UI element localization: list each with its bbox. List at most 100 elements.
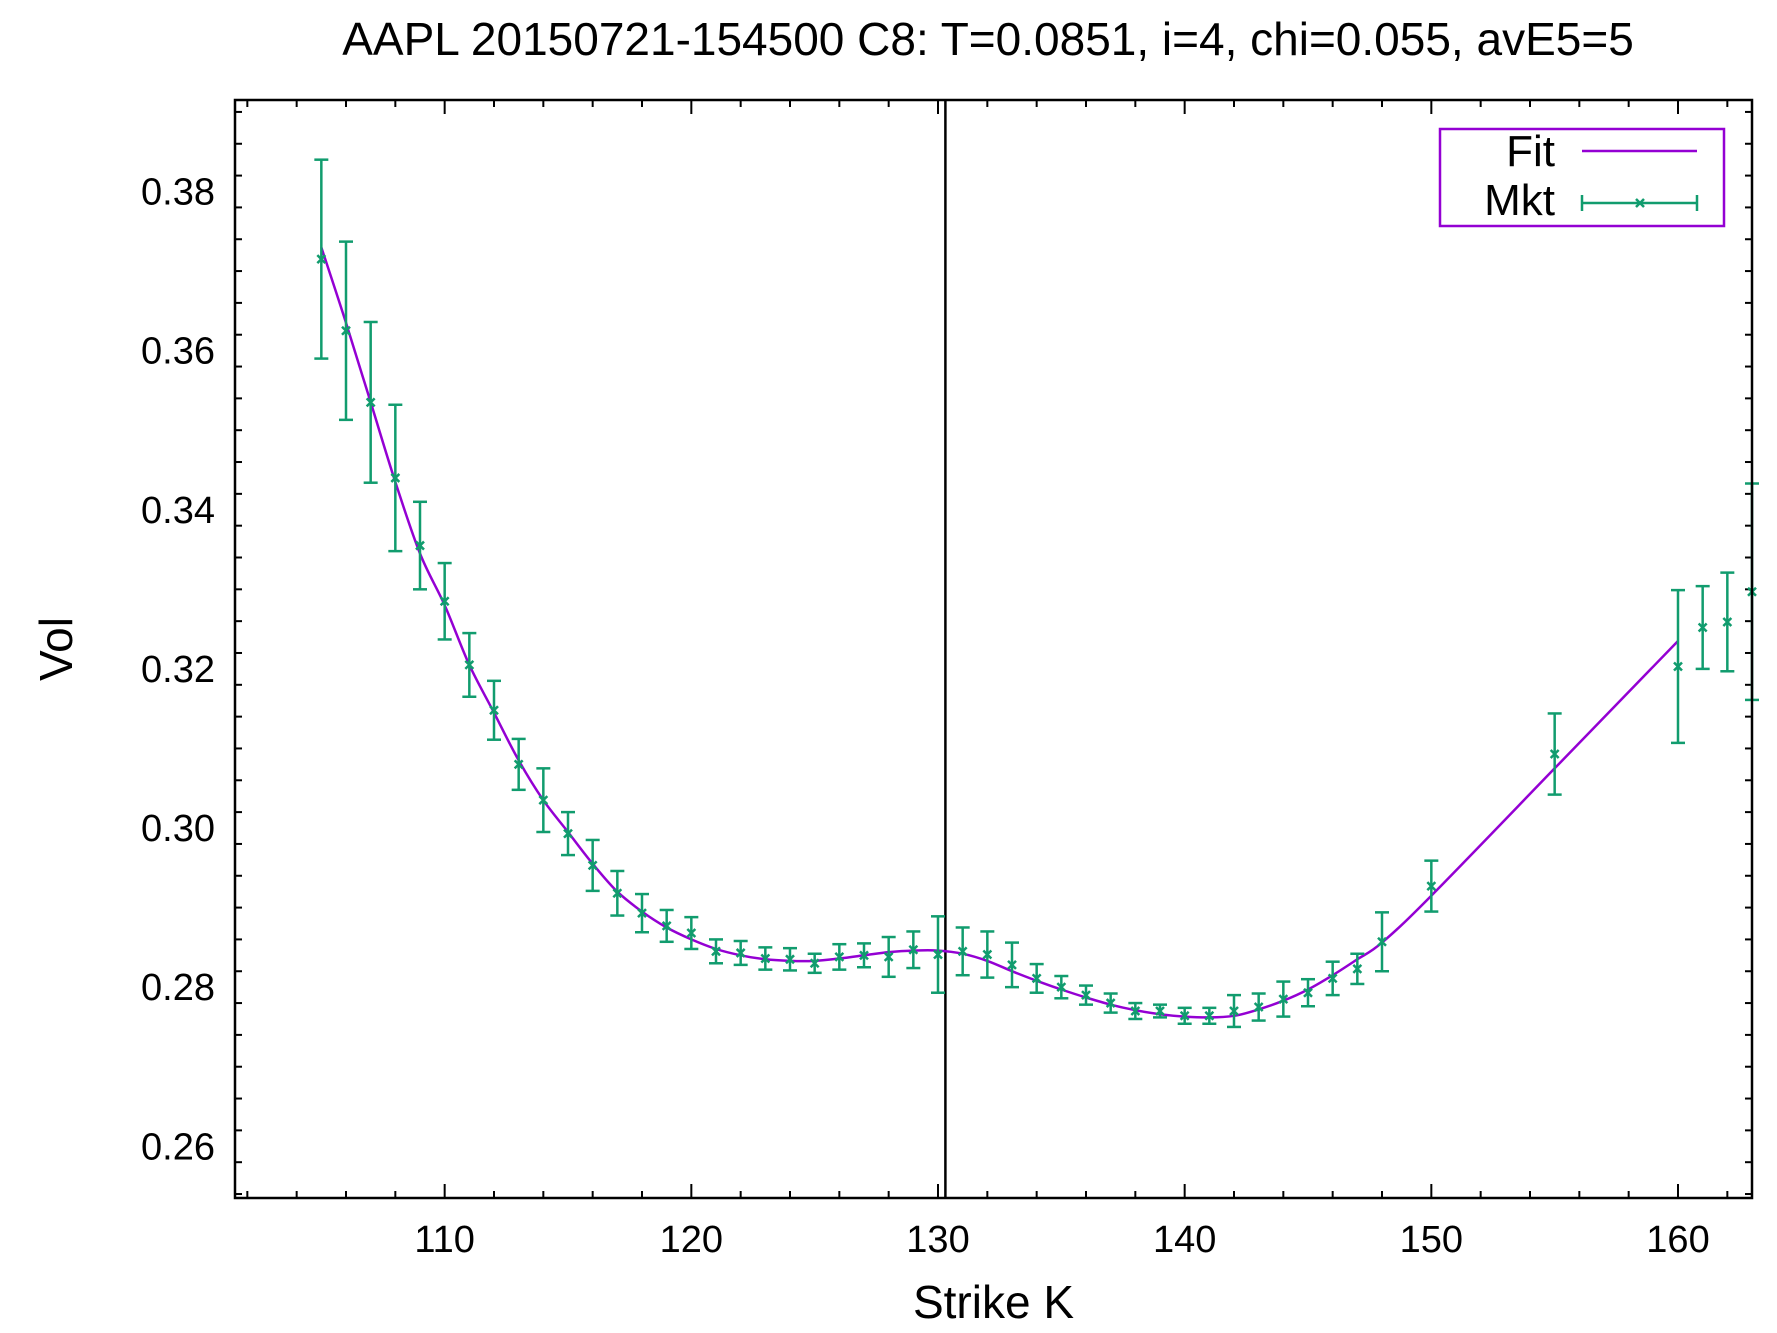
mkt-point	[314, 158, 329, 360]
legend: Fit Mkt	[1438, 127, 1726, 228]
mkt-point	[955, 926, 970, 977]
y-tick-label: 0.34	[141, 490, 215, 532]
mkt-point	[339, 240, 353, 422]
x-tick-label: 110	[414, 1219, 475, 1261]
mkt-point	[1202, 1006, 1217, 1026]
mkt-point	[1720, 571, 1735, 673]
point-marker	[1056, 982, 1067, 993]
mkt-point	[1325, 960, 1340, 997]
point-marker	[711, 946, 721, 957]
point-marker	[957, 946, 968, 957]
mkt-point	[1547, 712, 1562, 796]
mkt-point	[783, 946, 797, 972]
legend-label-fit: Fit	[1506, 127, 1555, 176]
point-marker	[1179, 1010, 1190, 1021]
point-marker	[1303, 987, 1313, 998]
mkt-point	[1177, 1006, 1192, 1026]
mkt-point	[1029, 962, 1044, 994]
y-tick-label: 0.32	[141, 649, 215, 691]
point-marker	[933, 949, 943, 960]
point-marker	[686, 928, 697, 938]
x-tick-label: 120	[660, 1219, 723, 1261]
mkt-point	[857, 942, 871, 969]
y-tick-label: 0.30	[141, 808, 215, 850]
point-marker	[785, 954, 795, 965]
y-tick-label: 0.26	[141, 1126, 215, 1168]
point-marker	[859, 950, 869, 961]
mkt-point	[536, 767, 551, 834]
mkt-point	[1695, 584, 1710, 671]
point-marker	[1278, 994, 1289, 1004]
point-marker	[1155, 1006, 1165, 1016]
mkt-point	[980, 930, 995, 979]
mkt-point	[585, 838, 600, 893]
point-marker	[415, 540, 425, 551]
point-marker	[489, 705, 499, 716]
point-marker	[538, 795, 549, 806]
point-marker	[1673, 661, 1683, 672]
mkt-point	[388, 403, 403, 553]
mkt-point	[363, 320, 378, 484]
point-marker	[563, 828, 573, 839]
mkt-point	[1054, 974, 1069, 1000]
point-marker	[760, 953, 771, 964]
point-marker	[1007, 959, 1017, 970]
mkt-point	[709, 938, 723, 965]
point-marker	[883, 952, 894, 962]
mkt-point	[758, 946, 773, 971]
point-marker	[661, 921, 672, 931]
fit-line	[320, 246, 1679, 1019]
legend-box	[1438, 127, 1726, 228]
point-marker	[316, 254, 327, 265]
point-marker	[834, 952, 845, 962]
y-tick-label: 0.28	[141, 967, 215, 1009]
point-marker	[1377, 936, 1387, 947]
point-marker	[1130, 1006, 1141, 1016]
point-marker	[982, 949, 993, 960]
x-tick-label: 160	[1646, 1219, 1709, 1261]
mkt-point	[1103, 992, 1118, 1014]
y-tick-label: 0.36	[141, 331, 215, 373]
point-marker	[735, 948, 746, 958]
mkt-point	[1227, 993, 1241, 1029]
mkt-point	[1128, 1001, 1143, 1021]
legend-label-mkt: Mkt	[1484, 176, 1555, 225]
point-marker	[809, 958, 820, 969]
point-marker	[1549, 749, 1560, 759]
mkt-point	[881, 935, 896, 979]
mkt-point	[511, 737, 526, 792]
mkt-series	[314, 158, 1759, 1029]
point-marker	[637, 908, 647, 919]
mkt-point	[931, 915, 945, 994]
mkt-point	[1079, 984, 1093, 1006]
x-tick-label: 140	[1153, 1219, 1216, 1261]
point-marker	[1426, 881, 1437, 891]
mkt-point	[1350, 952, 1365, 986]
mkt-point	[733, 939, 748, 967]
mkt-point	[1276, 980, 1291, 1018]
point-marker	[1253, 1002, 1264, 1012]
mkt-point	[1301, 977, 1315, 1008]
chart-title: AAPL 20150721-154500 C8: T=0.0851, i=4, …	[342, 13, 1634, 65]
x-tick-label: 150	[1400, 1219, 1463, 1261]
point-marker	[1081, 990, 1091, 1000]
point-marker	[587, 860, 598, 871]
mkt-point	[462, 631, 477, 698]
mkt-point	[610, 869, 625, 917]
mkt-point	[906, 930, 921, 970]
point-marker	[908, 944, 919, 955]
point-marker	[439, 596, 450, 607]
tick-labels: 110 120 130 140 150 160 0.26 0.28 0.30 0.32 0.34 0.…	[141, 172, 1710, 1262]
point-marker	[1105, 998, 1116, 1008]
point-marker	[1697, 622, 1708, 633]
point-marker	[1352, 963, 1363, 974]
mkt-point	[437, 561, 452, 641]
point-marker	[612, 888, 623, 899]
point-marker	[390, 473, 401, 483]
point-marker	[1327, 973, 1338, 984]
point-marker	[1031, 973, 1042, 984]
point-marker	[365, 397, 376, 408]
mkt-point	[1671, 588, 1685, 745]
mkt-point	[684, 915, 699, 951]
mkt-point	[807, 952, 822, 975]
